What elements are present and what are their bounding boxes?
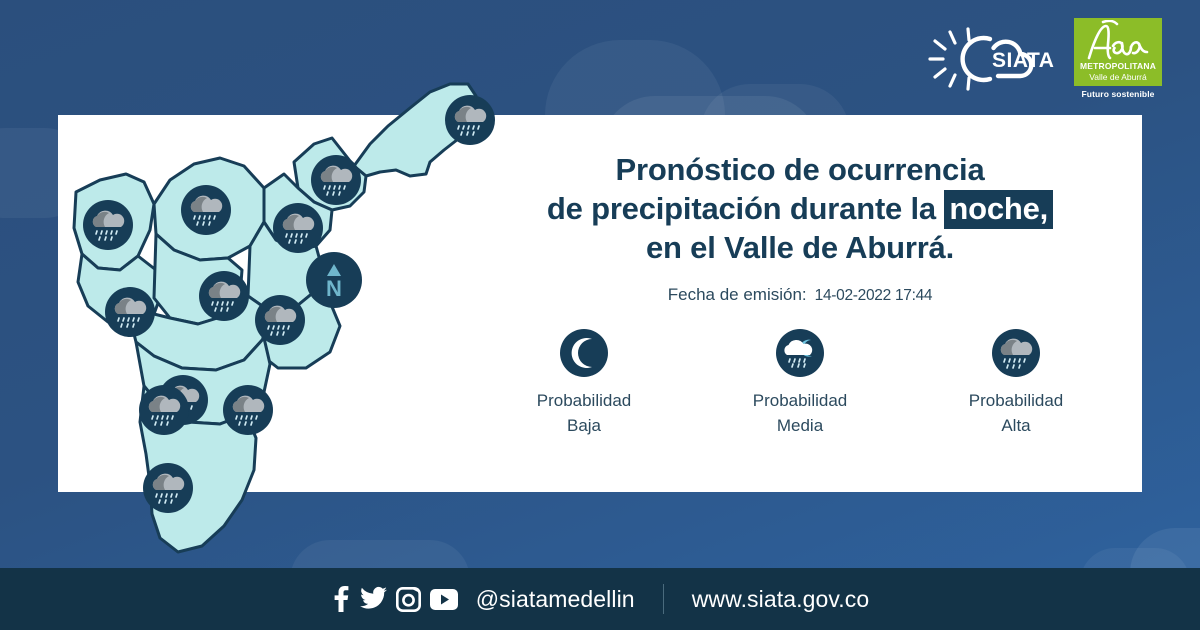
amva-green-box: METROPOLITANA Valle de Aburrá — [1074, 18, 1162, 86]
title-highlight-noche: noche, — [944, 190, 1054, 229]
title-line-3: en el Valle de Aburrá. — [645, 230, 955, 265]
legend-label-line1-alta: Probabilidad — [968, 391, 1064, 410]
probability-legend: Probabilidad Baja Probabilidad M — [480, 328, 1120, 438]
legend-item-baja: Probabilidad Baja — [514, 328, 654, 438]
amva-futuro: Futuro sostenible — [1081, 89, 1155, 99]
issue-date-label: Fecha de emisión: — [667, 285, 807, 304]
logo-group: SIATA METROPOLITANA Valle de — [928, 18, 1162, 99]
siata-logo: SIATA — [928, 26, 1060, 92]
amva-valle: Valle de Aburrá — [1089, 71, 1147, 82]
amva-logo: METROPOLITANA Valle de Aburrá Futuro sos… — [1074, 18, 1162, 99]
siata-wordmark: SIATA — [992, 49, 1054, 72]
footer-bar: @siatamedellin www.siata.gov.co — [0, 568, 1200, 630]
legend-label-line2-baja: Baja — [566, 416, 602, 435]
social-icons — [331, 586, 458, 612]
legend-label-line1-media: Probabilidad — [752, 391, 848, 410]
title-line-2-text: de precipitación durante la — [546, 191, 936, 226]
title-line-1: Pronóstico de ocurrencia — [615, 152, 985, 187]
issue-date: Fecha de emisión: 14-02-2022 17:44 — [480, 285, 1120, 305]
amva-metropolitana: METROPOLITANA — [1079, 61, 1157, 71]
cloud-moon-rain-icon — [775, 328, 825, 378]
legend-item-media: Probabilidad Media — [730, 328, 870, 438]
title-line-2: de precipitación durante la noche, — [480, 189, 1120, 229]
twitter-icon[interactable] — [359, 586, 387, 612]
legend-label-line2-alta: Alta — [1001, 416, 1031, 435]
amva-script-area — [1087, 20, 1149, 60]
moon-icon — [559, 328, 609, 378]
facebook-icon[interactable] — [331, 586, 351, 612]
issue-date-value: 14-02-2022 17:44 — [814, 287, 933, 304]
youtube-icon[interactable] — [429, 588, 458, 610]
legend-label-line2-media: Media — [776, 416, 824, 435]
headline-block: Pronóstico de ocurrencia de precipitació… — [480, 150, 1120, 305]
cloud-heavy-rain-icon — [991, 328, 1041, 378]
social-handle[interactable]: @siatamedellin — [475, 585, 635, 612]
legend-item-alta: Probabilidad Alta — [946, 328, 1086, 438]
website-url[interactable]: www.siata.gov.co — [691, 585, 870, 612]
page-title: Pronóstico de ocurrencia de precipitació… — [480, 150, 1120, 267]
instagram-icon[interactable] — [395, 586, 421, 612]
legend-label-line1-baja: Probabilidad — [536, 391, 632, 410]
footer-divider — [662, 584, 664, 614]
